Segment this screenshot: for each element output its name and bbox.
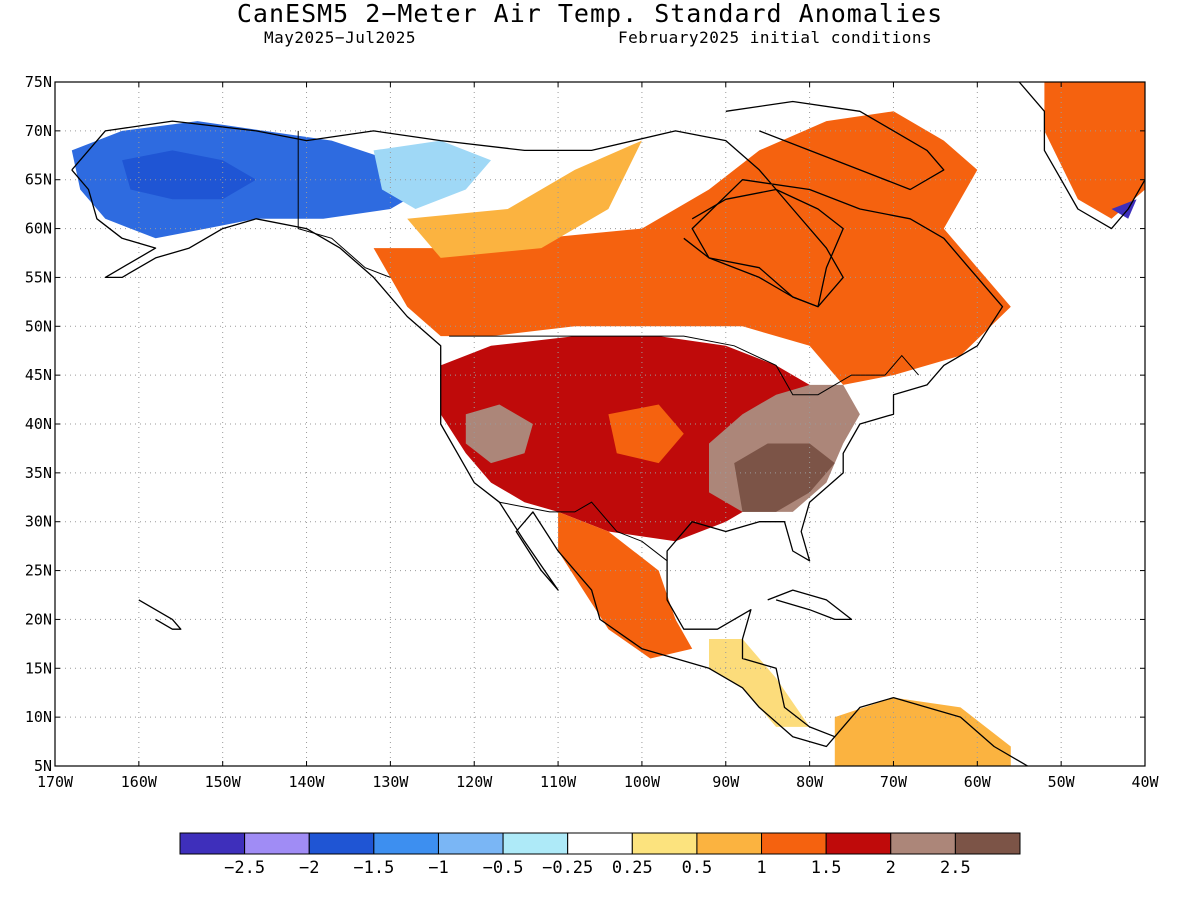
colorbar-label: 1 (756, 858, 766, 878)
lat-tick-label: 55N (25, 268, 52, 286)
coastline-greenland-coast (1018, 82, 1145, 230)
colorbar-swatch (308, 832, 375, 855)
colorbar-swatch (244, 832, 310, 855)
lat-tick-label: 10N (25, 708, 52, 726)
lon-tick-label: 90W (712, 773, 740, 791)
lon-tick-label: 170W (37, 773, 74, 791)
colorbar-label: 2.5 (940, 858, 971, 878)
coastline-cuba (767, 589, 853, 621)
colorbar-swatch (954, 832, 1021, 855)
lat-tick-label: 35N (25, 464, 52, 482)
anomaly-region-central-orange (608, 404, 684, 464)
anomaly-region-greenland-warm (1044, 82, 1145, 219)
anomaly-region-yukon-cool-band (373, 140, 491, 209)
initial-conditions: February2025 initial conditions (618, 28, 933, 47)
coastline-south-america-coast (834, 696, 1028, 766)
colorbar-label: −0.5 (483, 858, 524, 878)
coastline-hudson-bay (683, 188, 844, 308)
lat-tick-label: 15N (25, 659, 52, 677)
colorbar-swatch (696, 832, 763, 855)
anomaly-region-southeast-dark-brown (734, 443, 835, 512)
lon-tick-label: 160W (121, 773, 158, 791)
lon-tick-label: 130W (372, 773, 409, 791)
anomaly-region-great-basin-brown (465, 404, 533, 464)
colorbar-swatch (825, 832, 892, 855)
lat-tick-label: 5N (34, 757, 52, 775)
lat-tick-label: 65N (25, 171, 52, 189)
colorbar-label: 2 (886, 858, 896, 878)
lon-tick-label: 70W (880, 773, 908, 791)
lat-tick-label: 70N (25, 122, 52, 140)
colorbar: −2.5 −2 −1.5 −1 −0.5 −0.25 0.25 0.5 1 1.5 2 2.5 (179, 832, 1021, 878)
lon-tick-label: 150W (205, 773, 242, 791)
coastline-hawaii (138, 599, 182, 630)
colorbar-swatch (631, 832, 698, 855)
political-borders (297, 130, 919, 562)
lon-tick-label: 120W (456, 773, 493, 791)
colorbar-label: 0.5 (682, 858, 713, 878)
lon-tick-label: 140W (288, 773, 325, 791)
lon-tick-label: 50W (1048, 773, 1076, 791)
colorbar-swatch (373, 832, 439, 855)
colorbar-label: −1 (428, 858, 448, 878)
colorbar-label: −2 (299, 858, 319, 878)
colorbar-swatch (567, 832, 633, 855)
colorbar-label: −2.5 (224, 858, 265, 878)
lat-tick-label: 60N (25, 220, 52, 238)
lon-tick-label: 40W (1131, 773, 1159, 791)
coastlines (71, 82, 1145, 766)
colorbar-label: −1.5 (353, 858, 394, 878)
border-canada-us-border (449, 335, 919, 396)
forecast-period: May2025−Jul2025 (264, 28, 416, 47)
anomaly-region-south-america-yellow (834, 697, 1011, 766)
coastline-north-america-coast (71, 120, 1004, 748)
lon-tick-label: 80W (796, 773, 824, 791)
lat-tick-label: 25N (25, 562, 52, 580)
anomaly-region-canada-warm-belt (373, 111, 1011, 385)
border-us-mexico-border (499, 501, 668, 562)
longitude-axis: 170W 160W 150W 140W 130W 120W 110W 100W 90W 80W 70… (37, 82, 1160, 791)
lon-tick-label: 60W (964, 773, 992, 791)
colorbar-swatch (502, 832, 569, 855)
lat-tick-label: 20N (25, 610, 52, 628)
lat-tick-label: 40N (25, 415, 52, 433)
colorbar-swatch (761, 832, 827, 855)
colorbar-swatch (179, 832, 246, 855)
colorbar-label: 1.5 (811, 858, 842, 878)
colorbar-swatch (437, 832, 504, 855)
lat-tick-label: 30N (25, 513, 52, 531)
lat-tick-label: 45N (25, 366, 52, 384)
colorbar-label: 0.25 (612, 858, 653, 878)
latitude-axis: 75N 70N 65N 60N 55N 50N 45N 40N 35N 30N 25N 20N 15N 1… (25, 73, 1145, 775)
lon-tick-label: 100W (624, 773, 661, 791)
map-title: CanESM5 2−Meter Air Temp. Standard Anoma… (236, 0, 944, 28)
coastline-baffin-island (725, 100, 945, 191)
colorbar-label: −0.25 (542, 858, 593, 878)
lat-tick-label: 75N (25, 73, 52, 91)
border-alaska-canada-border (297, 130, 391, 278)
lat-tick-label: 50N (25, 317, 52, 335)
lon-tick-label: 110W (540, 773, 577, 791)
anomaly-region-mexico-warm (558, 511, 693, 659)
colorbar-swatch (890, 832, 956, 855)
